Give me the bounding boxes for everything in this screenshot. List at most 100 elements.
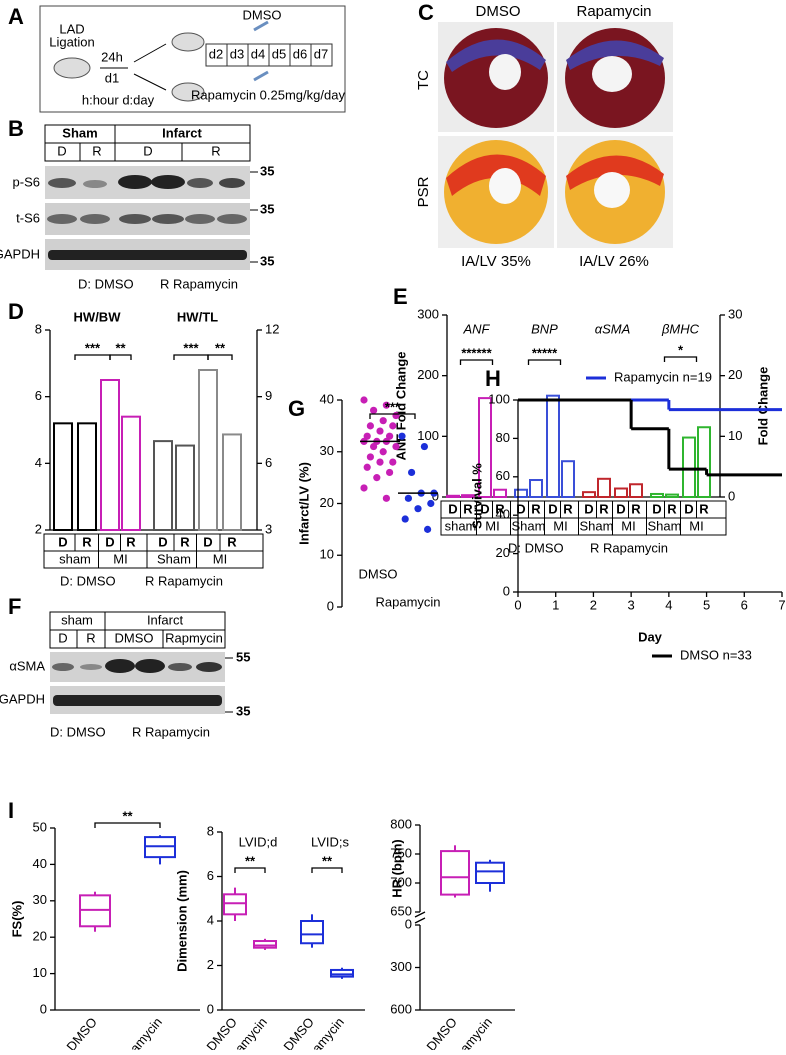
band <box>217 214 247 224</box>
arrow <box>133 73 167 91</box>
lumen <box>489 168 521 204</box>
row-label: TC <box>415 70 432 90</box>
x-category-label: D <box>58 534 67 549</box>
x-category-label: R <box>563 501 573 516</box>
y-tick-label: 650 <box>390 903 412 918</box>
y-tick-label: 10 <box>33 965 47 980</box>
series-name: αSMA <box>595 321 631 336</box>
marker: 35 <box>260 163 274 178</box>
panel-label: D <box>8 299 24 324</box>
key: D: DMSO <box>60 573 116 588</box>
significance-bracket <box>74 354 111 360</box>
group-label: LVID;s <box>311 834 350 849</box>
x-category-label: R <box>227 534 237 549</box>
significance-stars: * <box>678 342 684 357</box>
y-tick-label: 0 <box>405 916 412 931</box>
bar <box>697 426 711 499</box>
significance-bracket <box>369 413 416 419</box>
significance-stars: ** <box>245 853 256 868</box>
bar <box>222 433 242 532</box>
box <box>253 940 277 949</box>
treatment: DMSO <box>243 7 282 22</box>
y-tick-label: 3 <box>265 521 272 536</box>
day-label: d6 <box>293 46 307 61</box>
lane-label: R <box>86 630 95 645</box>
data-point <box>376 427 384 435</box>
day-label: d4 <box>251 46 265 61</box>
group-label: MI <box>113 551 127 566</box>
axis-title: Day <box>638 629 663 644</box>
key: D: DMSO <box>508 540 564 555</box>
group-label: Infarct <box>162 125 202 140</box>
day: d1 <box>105 70 119 85</box>
group-label: MI <box>621 518 635 533</box>
group-label: sham <box>445 518 477 533</box>
data-point <box>370 442 378 451</box>
y-tick-label: 0 <box>503 583 510 598</box>
marker: 55 <box>236 649 250 664</box>
axis-title: Dimension (mm) <box>174 870 189 972</box>
legend-label: DMSO n=33 <box>680 647 752 662</box>
band <box>53 695 222 706</box>
data-point <box>427 499 435 508</box>
y-tick-label: 2 <box>207 957 214 972</box>
x-category-label: D <box>203 534 212 549</box>
y-tick-label: 60 <box>496 468 510 483</box>
marker: 35 <box>236 703 250 718</box>
day-label: d2 <box>209 46 223 61</box>
band <box>187 178 213 188</box>
series-name: βMHC <box>661 321 700 336</box>
x-category-label: D <box>652 501 661 516</box>
y-tick-label: 2 <box>35 521 42 536</box>
x-tick-label: 2 <box>590 597 597 612</box>
data-point <box>382 401 390 409</box>
key: R Rapamycin <box>145 573 223 588</box>
significance-stars: *** <box>85 340 101 355</box>
row-label: GAPDH <box>0 246 40 261</box>
group-label: Rapamycin <box>375 594 440 609</box>
panel-f: F sham Infarct D R DMSO Rapmycin αSMA GA… <box>0 594 250 740</box>
surgery: Ligation <box>49 34 95 49</box>
group-label: MI <box>485 518 499 533</box>
significance-stars: ***** <box>532 345 558 360</box>
panel-label: F <box>8 594 21 619</box>
data-point <box>389 458 397 466</box>
data-point <box>376 458 384 466</box>
syringe <box>253 20 269 32</box>
y-tick-label: 30 <box>728 306 742 321</box>
y-tick-label: 10 <box>728 428 742 443</box>
significance-stars: *** <box>385 399 401 414</box>
bar <box>629 483 643 499</box>
marker: 35 <box>260 253 274 268</box>
x-tick-label: 7 <box>778 597 785 612</box>
y-tick-label: 0 <box>327 598 334 613</box>
bar <box>514 488 528 499</box>
y-tick-label: 750 <box>390 845 412 860</box>
group-label: MI <box>689 518 703 533</box>
data-point <box>363 432 371 440</box>
y-tick-label: 300 <box>417 306 439 321</box>
bar <box>493 488 507 499</box>
data-point <box>408 468 416 477</box>
surgery: LAD <box>59 21 84 36</box>
x-category-label: D <box>548 501 557 516</box>
mouse-icon <box>171 82 205 102</box>
data-point <box>389 422 397 430</box>
mouse-icon <box>171 32 205 52</box>
days: d2 d3 d4 d5 d6 d7 <box>209 46 328 61</box>
panel-label: B <box>8 116 24 141</box>
lane-label: Rapmycin <box>165 630 223 645</box>
significance-bracket <box>109 354 132 360</box>
bar <box>77 422 97 532</box>
axis-title: Survival % <box>469 463 484 529</box>
y-tick-label: 300 <box>390 959 412 974</box>
band <box>152 214 184 224</box>
x-category-label: R <box>699 501 709 516</box>
lane-label: R <box>92 143 101 158</box>
significance-stars: ****** <box>461 345 492 360</box>
panel-label: H <box>485 366 501 391</box>
x-category-label: R <box>531 501 541 516</box>
y-tick-label: 20 <box>320 495 334 510</box>
